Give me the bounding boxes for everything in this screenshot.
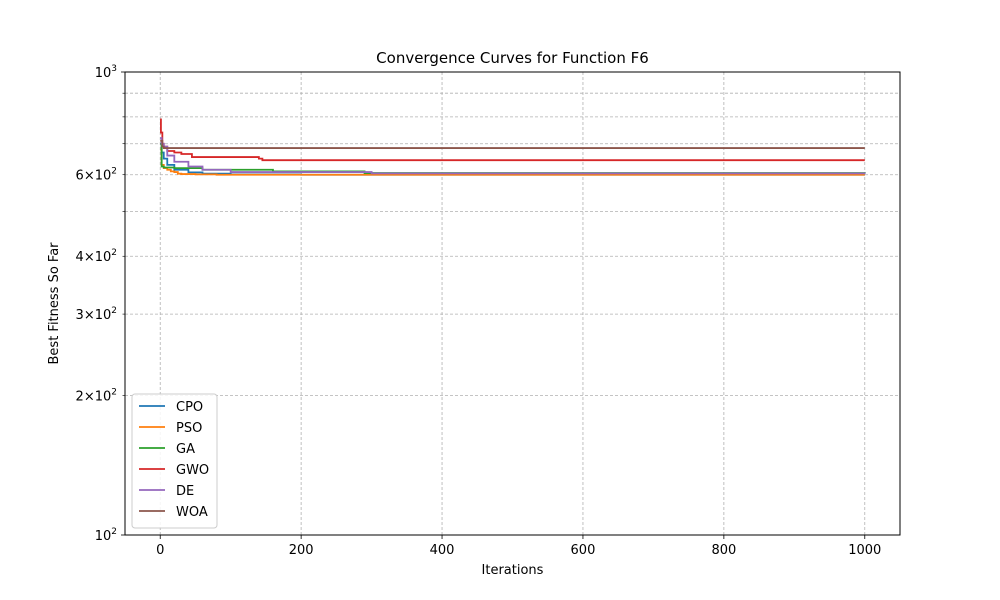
series-line-gwo (160, 118, 865, 162)
plot-frame (124, 71, 901, 536)
x-axis-label: Iterations (482, 563, 544, 578)
legend-label-pso: PSO (176, 421, 202, 436)
x-tick-label: 800 (711, 543, 736, 558)
y-tick-label: 102 (95, 527, 117, 544)
y-tick-label: 4×102 (76, 248, 117, 265)
x-tick-label: 600 (571, 543, 596, 558)
legend-label-de: DE (176, 484, 194, 499)
x-tick-label: 0 (156, 543, 164, 558)
legend: CPO PSO GA GWO DE WOA (131, 393, 218, 529)
legend-label-woa: WOA (176, 505, 208, 520)
y-tick-label: 6×102 (76, 167, 117, 184)
y-axis-label: Best Fitness So Far (47, 242, 62, 365)
legend-label-ga: GA (176, 442, 195, 457)
y-tick-label: 103 (95, 64, 117, 81)
series-line-woa (160, 139, 865, 149)
chart-title: Convergence Curves for Function F6 (376, 49, 649, 67)
legend-label-gwo: GWO (176, 463, 209, 478)
y-tick-label: 3×102 (76, 306, 117, 323)
grid (125, 71, 900, 536)
series-lines (160, 118, 866, 176)
x-tick-label: 1000 (848, 543, 881, 558)
x-tick-label: 200 (289, 543, 314, 558)
y-tick-label: 2×102 (76, 388, 117, 405)
axis-ticks: 0 200 400 600 800 1000 102 103 2×102 3×102 4×102 6×… (76, 64, 882, 558)
series-line-de (160, 137, 866, 175)
x-tick-label: 400 (430, 543, 455, 558)
series-line-pso (160, 148, 865, 176)
legend-label-cpo: CPO (176, 400, 203, 415)
